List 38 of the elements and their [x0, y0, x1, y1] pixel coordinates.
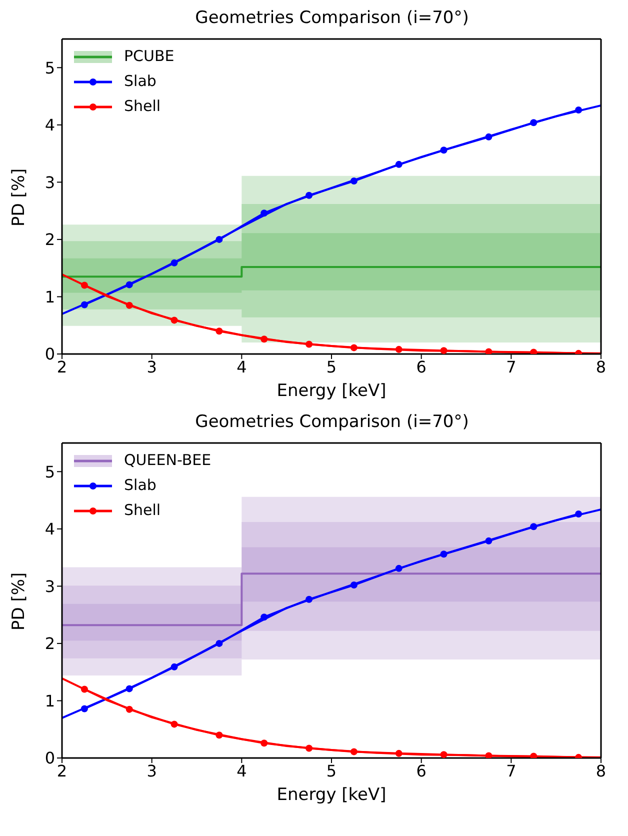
y-tick-label: 1: [44, 691, 55, 710]
y-tick-label: 3: [44, 576, 55, 596]
x-tick-label: 5: [326, 761, 337, 780]
y-tick-label: 5: [44, 58, 55, 78]
x-tick-label: 2: [56, 357, 68, 376]
legend-label: Shell: [124, 500, 161, 521]
x-tick-label: 6: [416, 761, 426, 780]
x-axis-title: Energy [keV]: [276, 785, 386, 805]
x-tick-label: 3: [146, 357, 157, 376]
chart-title: Geometries Comparison (i=70°): [194, 412, 470, 434]
y-tick-label: 5: [44, 462, 55, 482]
y-tick-label: 4: [44, 116, 55, 135]
legend-label: Slab: [124, 475, 156, 496]
x-tick-label: 8: [596, 357, 606, 376]
y-axis-title: PD [%]: [9, 572, 30, 630]
x-tick-label: 7: [506, 761, 516, 780]
y-tick-label: 1: [44, 287, 55, 306]
x-tick-label: 3: [146, 761, 157, 780]
y-axis-title: PD [%]: [9, 168, 30, 226]
legend-label: QUEEN-BEE: [124, 450, 212, 471]
x-tick-label: 7: [506, 357, 516, 376]
chart-title: Geometries Comparison (i=70°): [194, 8, 470, 30]
y-tick-label: 4: [44, 520, 55, 539]
legend-label: Shell: [124, 96, 161, 117]
y-tick-label: 0: [44, 344, 55, 364]
x-tick-label: 2: [56, 761, 68, 780]
x-tick-label: 6: [416, 357, 426, 376]
y-tick-label: 3: [44, 172, 55, 192]
y-tick-label: 2: [44, 230, 55, 250]
x-tick-label: 5: [326, 357, 337, 376]
x-tick-label: 8: [596, 761, 606, 780]
legend-label: PCUBE: [124, 46, 174, 67]
y-tick-label: 2: [44, 634, 55, 654]
x-tick-label: 4: [236, 761, 247, 780]
x-tick-label: 4: [236, 357, 247, 376]
y-tick-label: 0: [44, 748, 55, 768]
x-axis-title: Energy [keV]: [276, 381, 386, 401]
legend-label: Slab: [124, 71, 156, 92]
